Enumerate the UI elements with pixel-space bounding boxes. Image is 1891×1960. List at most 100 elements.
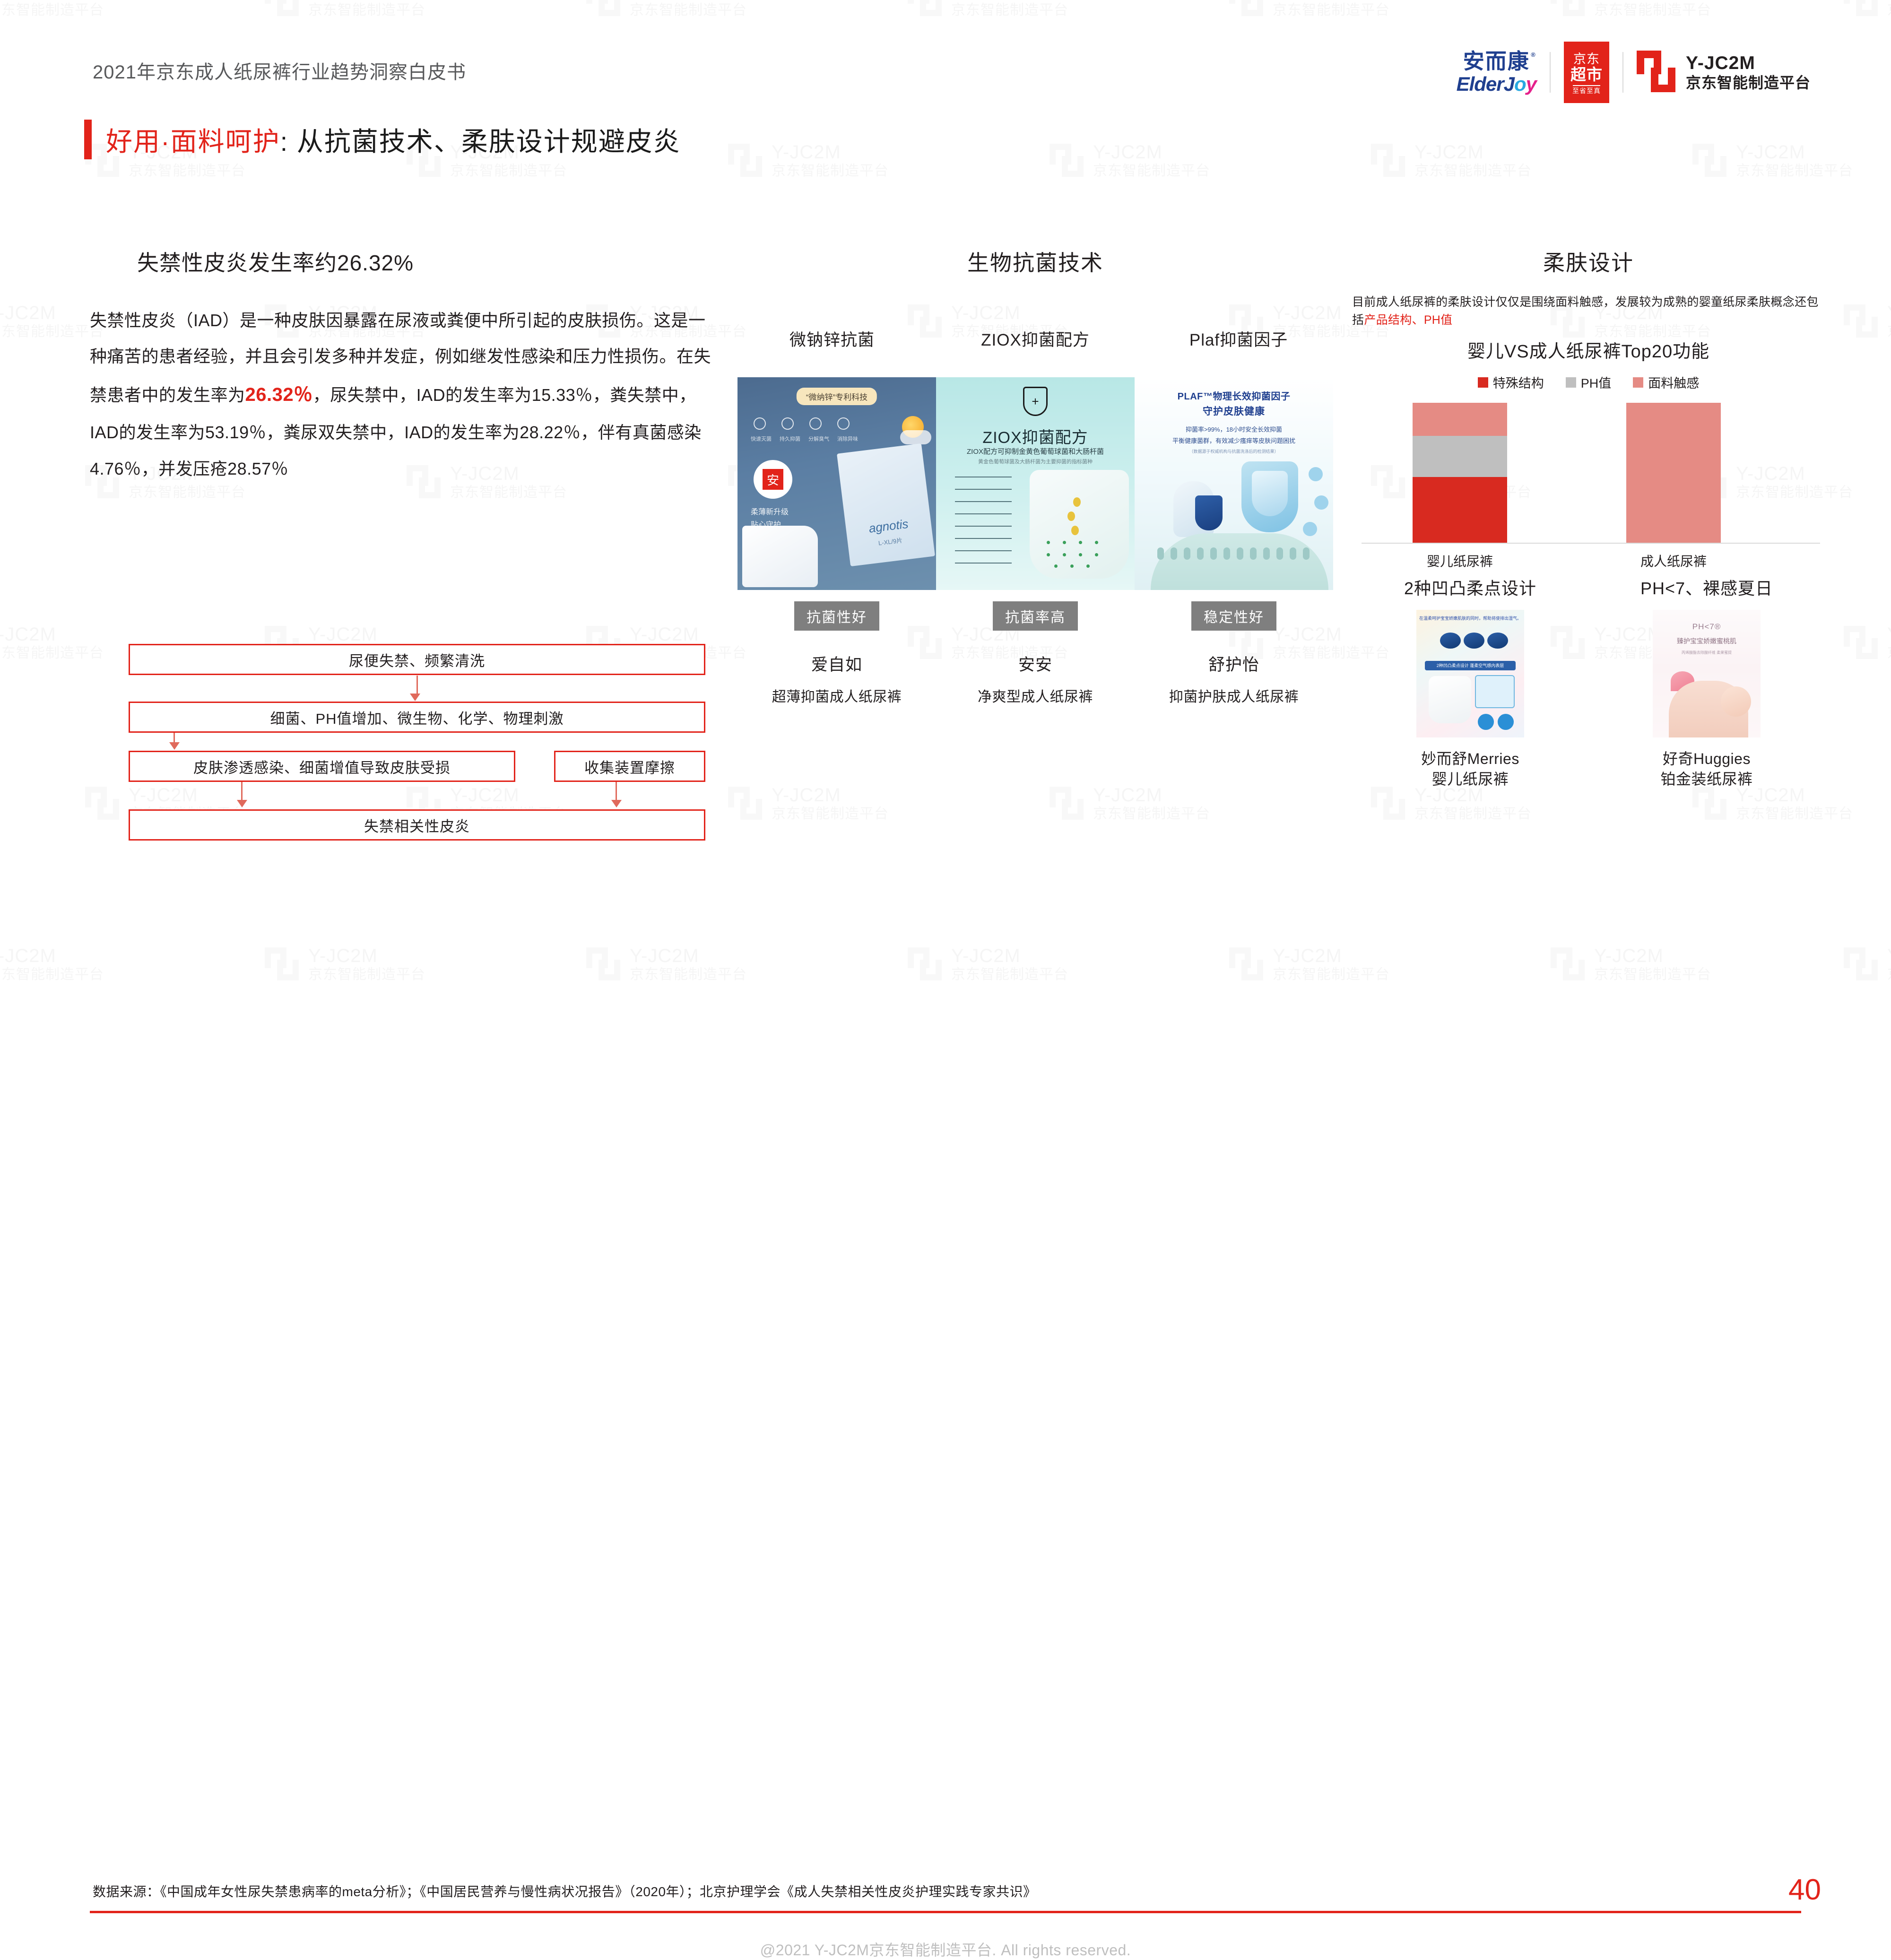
huggies-name-line2: 铂金装纸尿裤 <box>1660 771 1753 788</box>
card1-icon-label-1: 快速灭菌 <box>751 436 772 442</box>
document-title: 2021年京东成人纸尿裤行业趋势洞察白皮书 <box>93 62 466 83</box>
card2-headline: ZIOX抑菌配方 <box>982 429 1088 447</box>
elderjoy-logo: 安而康 ® ElderJoy <box>1456 51 1537 95</box>
card2-blob-1 <box>1073 497 1081 507</box>
watermark-mark-icon <box>728 142 765 179</box>
brand-desc-2: 净爽型成人纸尿裤 <box>978 689 1093 705</box>
flow-row-3: 皮肤渗透感染、细菌增值导致皮肤受损 收集装置摩擦 <box>129 751 705 782</box>
legend-label-2: PH值 <box>1580 376 1612 390</box>
chart-x-tick-labels: 婴儿纸尿裤 成人纸尿裤 <box>1352 551 1825 570</box>
feature-label-row: 2种凹凸柔点设计 PH<7、裸感夏日 <box>1352 575 1825 599</box>
watermark-mark-icon <box>728 785 765 822</box>
page-number: 40 <box>1788 1873 1821 1906</box>
card3-big-shield-icon <box>1241 461 1298 532</box>
brand-desc-3: 抑菌护肤成人纸尿裤 <box>1169 689 1299 705</box>
watermark-mark-icon <box>1050 785 1086 822</box>
card1-seal-text: 安 <box>763 469 783 490</box>
right-product-card-row: 在温柔呵护宝宝娇嫩肌肤的同时，帮助将使排出湿气。 2种凹凸柔点设计 蓬柔空气感内… <box>1352 610 1825 789</box>
card1-package-image: agnotis L-XL/9片 <box>837 443 935 567</box>
elderjoy-logo-en-y: y <box>1526 73 1537 95</box>
bar-baby-diaper <box>1413 403 1507 543</box>
yjc2m-logo-cn: 京东智能制造平台 <box>1685 74 1811 92</box>
brand-desc-1: 超薄抑菌成人纸尿裤 <box>772 689 902 705</box>
flow-box-5-label: 失禁相关性皮炎 <box>364 818 470 835</box>
brand-name-1: 爱自如 <box>811 656 862 674</box>
card1-icon-label-2: 持久抑菌 <box>780 436 800 442</box>
brand-item-2: 安安 净爽型成人纸尿裤 <box>936 651 1135 706</box>
card2-blob-2 <box>1067 512 1075 521</box>
elderjoy-logo-en-j: J <box>1503 73 1515 95</box>
card2-sub1: ZIOX配方可抑制金黄色葡萄球菌和大肠杆菌 <box>966 448 1104 456</box>
product-card-plaf: PLAF™物理长效抑菌因子 守护皮肤健康 抑菌率>99%，18小时安全长效抑菌 … <box>1135 377 1333 590</box>
jd-supermarket-logo-line2: 超市 <box>1570 66 1603 83</box>
iad-flow-diagram: 尿便失禁、频繁清洗 细菌、PH值增加、微生物、化学、物理刺激 皮肤渗透感染、细菌… <box>129 644 705 841</box>
yjc2m-logo-en: Y-JC2M <box>1685 53 1755 74</box>
stacked-bar-chart <box>1352 402 1825 544</box>
legend-item-2: PH值 <box>1565 373 1612 391</box>
germ-icon-3 <box>1303 522 1317 536</box>
brand-item-3: 舒护怡 抑菌护肤成人纸尿裤 <box>1135 651 1333 706</box>
brand-row: 爱自如 超薄抑菌成人纸尿裤 安安 净爽型成人纸尿裤 舒护怡 抑菌护肤成人纸尿裤 <box>737 651 1333 706</box>
watermark: Y-JC2M京东智能制造平台 <box>0 303 104 339</box>
product-card-ziox: + ZIOX抑菌配方 ZIOX配方可抑制金黄色葡萄球菌和大肠杆菌 黄金色葡萄球菌… <box>936 377 1135 590</box>
legend-label-1: 特殊结构 <box>1492 376 1544 390</box>
card2-sub2: 黄金色葡萄球菌及大肠杆菌为主要抑菌的指标菌种 <box>978 459 1093 465</box>
flow-box-2-label: 细菌、PH值增加、微生物、化学、物理刺激 <box>270 710 564 727</box>
germ-icon-2 <box>1314 495 1328 510</box>
slide-title-row: 好用·面料呵护: 从抗菌技术、柔肤设计规避皮炎 <box>84 120 681 159</box>
card2-blob-3 <box>1071 526 1079 535</box>
watermark-mark-icon <box>1692 785 1729 822</box>
left-column-heading: 失禁性皮炎发生率约26.32% <box>137 251 414 275</box>
feature-label-2: PH<7、裸感夏日 <box>1640 579 1773 598</box>
copyright-note: @2021 Y-JC2M京东智能制造平台. All rights reserve… <box>760 1942 1131 1959</box>
watermark: Y-JC2M京东智能制造平台 <box>1844 624 1891 661</box>
flow-box-3: 皮肤渗透感染、细菌增值导致皮肤受损 <box>129 751 515 782</box>
page-footer: 数据来源：《中国成年女性尿失禁患病率的meta分析》；《中国居民营养与慢性病状况… <box>0 941 1891 1959</box>
page-title: 好用·面料呵护: 从抗菌技术、柔肤设计规避皮炎 <box>106 121 681 159</box>
middle-column: 生物抗菌技术 微钠锌抗菌 ZIOX抑菌配方 Plaf抑菌因子 “微纳锌”专利科技… <box>737 246 1333 706</box>
germ-icon-1 <box>1309 467 1323 481</box>
flow-arrow-1 <box>129 675 705 702</box>
merries-name-line2: 婴儿纸尿裤 <box>1431 771 1509 788</box>
brand-name-3: 舒护怡 <box>1208 656 1259 674</box>
odor-icon <box>837 417 850 430</box>
flow-arrow-3 <box>129 782 705 809</box>
flow-box-1-label: 尿便失禁、频繁清洗 <box>349 652 485 669</box>
x-tick-label-2: 成人纸尿裤 <box>1640 554 1707 569</box>
watermark-mark-icon <box>1844 624 1881 661</box>
card1-icon-label-4: 消除异味 <box>837 436 858 442</box>
watermark-mark-icon <box>1371 142 1408 179</box>
watermark-mark-icon <box>1844 303 1881 339</box>
watermark-mark-icon <box>1692 142 1729 179</box>
x-tick-label-1: 婴儿纸尿裤 <box>1426 554 1493 569</box>
logo-bar: 安而康 ® ElderJoy 京东 超市 至省至真 Y-JC2M 京东智能制造平台 <box>1457 42 1811 103</box>
germ-icon <box>754 417 766 430</box>
legend-label-3: 面料触感 <box>1648 376 1700 390</box>
page-header: 2021年京东成人纸尿裤行业趋势洞察白皮书 安而康 ® ElderJoy 京东 超… <box>0 0 1891 103</box>
gray-tag-2: 抗菌率高 <box>993 601 1078 631</box>
huggies-product-image: PH<7® 臻护宝宝娇嫩蜜桃肌 丙烯酸酯去除酸纤维 柔果蜜提 <box>1653 610 1761 737</box>
watermark-mark-icon <box>1050 142 1086 179</box>
elderjoy-logo-en-elder: Elder <box>1456 73 1504 95</box>
chart-legend: 特殊结构 PH值 面料触感 <box>1352 373 1825 391</box>
tech-label-row: 微钠锌抗菌 ZIOX抑菌配方 Plaf抑菌因子 <box>737 327 1333 351</box>
card1-feature-icons <box>754 417 850 430</box>
legend-item-3: 面料触感 <box>1633 373 1699 391</box>
molecule-icon <box>809 417 822 430</box>
flow-box-5: 失禁相关性皮炎 <box>129 809 705 841</box>
left-paragraph-part1: 失禁性皮炎（IAD）是一种皮肤因暴露在尿液或粪便中所引起的皮肤损伤。这是一种痛苦… <box>90 311 711 405</box>
elderjoy-logo-en-o: o <box>1514 73 1527 95</box>
legend-swatch-2 <box>1565 377 1576 388</box>
merries-image-title: 在温柔呵护宝宝娇嫩肌肤的同时，帮助将使排出湿气。 <box>1419 616 1521 621</box>
card3-pad-image <box>1151 533 1328 590</box>
left-column-paragraph: 失禁性皮炎（IAD）是一种皮肤因暴露在尿液或粪便中所引起的皮肤损伤。这是一种痛苦… <box>90 303 714 487</box>
watermark: Y-JC2M京东智能制造平台 <box>1844 303 1891 339</box>
elderjoy-logo-en: ElderJoy <box>1456 73 1537 95</box>
card1-product-image <box>742 526 818 587</box>
product-card-row: “微纳锌”专利科技 快速灭菌 持久抑菌 分解臭气 消除异味 安 柔薄新升级 贴心… <box>737 377 1333 590</box>
left-paragraph-highlight: 26.32％ <box>245 384 313 405</box>
